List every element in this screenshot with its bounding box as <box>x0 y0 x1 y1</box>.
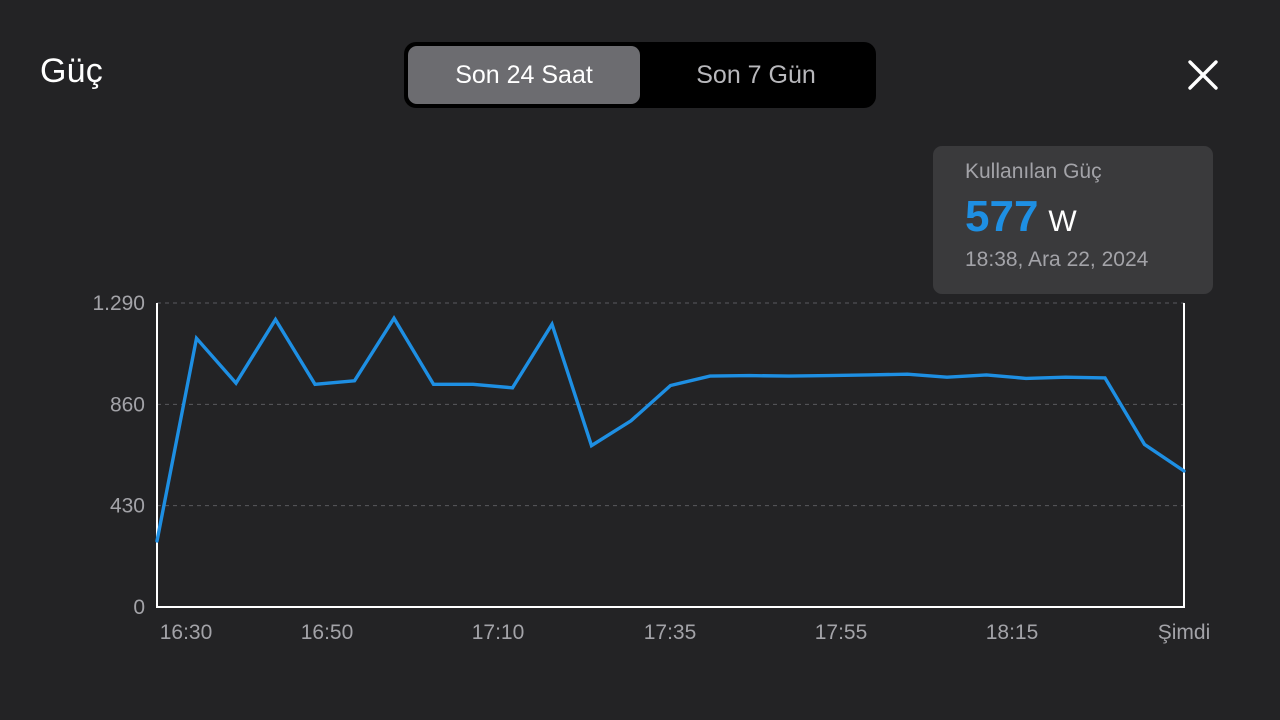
power-tooltip: Kullanılan Güç 577 W 18:38, Ara 22, 2024 <box>933 146 1213 294</box>
tooltip-unit: W <box>1048 205 1077 238</box>
y-tick-label-1: 430 <box>110 495 145 518</box>
x-tick-label-3: 17:35 <box>644 621 697 644</box>
x-tick-label-6: Şimdi <box>1158 621 1211 644</box>
tab-last-7-days[interactable]: Son 7 Gün <box>696 60 816 89</box>
x-tick-label-2: 17:10 <box>472 621 525 644</box>
tab-last-24-hours[interactable]: Son 24 Saat <box>408 46 640 104</box>
close-icon[interactable] <box>1182 54 1224 96</box>
x-tick-label-1: 16:50 <box>301 621 354 644</box>
tooltip-label: Kullanılan Güç <box>965 160 1102 183</box>
tooltip-value-row: 577 W <box>965 192 1213 242</box>
tooltip-value: 577 <box>965 192 1039 241</box>
tooltip-timestamp: 18:38, Ara 22, 2024 <box>965 248 1149 271</box>
x-tick-label-5: 18:15 <box>986 621 1039 644</box>
time-range-segmented-control: Son 24 Saat Son 7 Gün <box>404 42 876 108</box>
close-icon-graphic <box>1188 60 1218 90</box>
y-tick-label-2: 860 <box>110 393 145 416</box>
y-tick-label-3: 1.290 <box>92 292 145 315</box>
x-tick-label-0: 16:30 <box>160 621 213 644</box>
x-tick-label-4: 17:55 <box>815 621 868 644</box>
power-series-line <box>155 315 1186 543</box>
page-title: Güç <box>40 52 103 90</box>
y-tick-label-0: 0 <box>133 596 145 619</box>
